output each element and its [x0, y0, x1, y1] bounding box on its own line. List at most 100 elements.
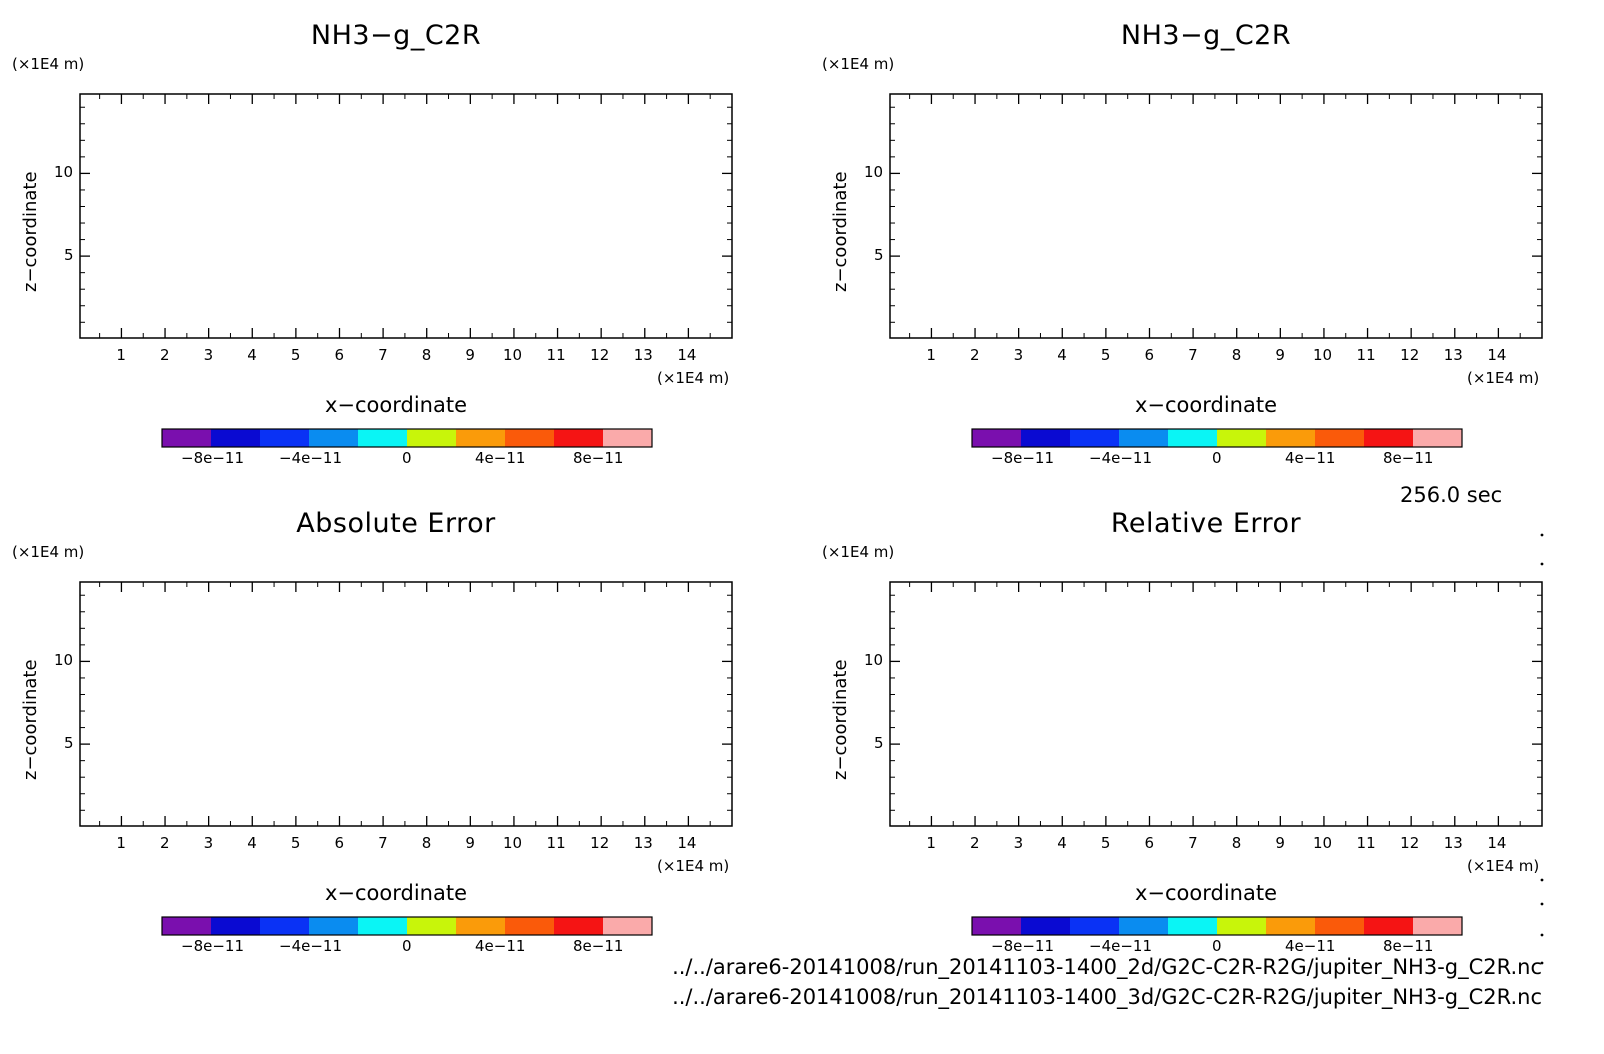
colorbar-segment: [309, 917, 359, 935]
colorbar-tick-label: 8e−11: [573, 937, 624, 955]
colorbar-tick-label: −4e−11: [279, 449, 342, 467]
colorbar-tick-label: 4e−11: [1285, 937, 1336, 955]
x-tick-label: 7: [378, 346, 388, 364]
x-tick-label: 11: [1356, 346, 1376, 364]
x-tick-label: 6: [1144, 346, 1155, 364]
x-unit-label: (×1E4 m): [1467, 369, 1540, 387]
x-tick-label: 14: [677, 346, 697, 364]
x-tick-label: 3: [203, 834, 214, 852]
panel-title: NH3−g_C2R: [310, 20, 482, 51]
x-axis-label: x−coordinate: [1134, 881, 1278, 905]
x-tick-label: 4: [247, 834, 257, 852]
y-unit-label: (×1E4 m): [822, 543, 895, 561]
colorbar-segment: [260, 429, 310, 447]
colorbar-tick-label: −8e−11: [181, 449, 244, 467]
x-tick-label: 8: [1231, 834, 1242, 852]
x-tick-label: 14: [677, 834, 697, 852]
marker-dot: [1540, 933, 1544, 937]
colorbar-segment: [309, 429, 359, 447]
marker-dot: [1540, 533, 1544, 537]
y-axis-label: z−coordinate: [20, 171, 41, 292]
x-tick-label: 1: [116, 834, 126, 852]
x-tick-label: 11: [546, 834, 566, 852]
x-tick-label: 7: [1188, 834, 1198, 852]
x-tick-label: 8: [421, 834, 432, 852]
x-tick-label: 4: [1057, 346, 1067, 364]
x-tick-label: 4: [247, 346, 257, 364]
x-tick-label: 9: [465, 346, 475, 364]
x-unit-label: (×1E4 m): [657, 369, 730, 387]
colorbar-segment: [162, 917, 212, 935]
colorbar-segment: [554, 917, 604, 935]
x-tick-label: 6: [1144, 834, 1155, 852]
colorbar-segment: [407, 917, 457, 935]
panel-title: NH3−g_C2R: [1120, 20, 1292, 51]
colorbar-segment: [603, 917, 653, 935]
colorbar-tick-label: 0: [402, 937, 412, 955]
x-tick-label: 10: [1312, 346, 1333, 364]
x-tick-label: 10: [1312, 834, 1333, 852]
x-tick-label: 10: [502, 346, 523, 364]
colorbar-segment: [260, 917, 310, 935]
x-tick-label: 6: [334, 834, 345, 852]
x-tick-label: 3: [203, 346, 214, 364]
plot-frame: [889, 581, 1543, 827]
colorbar-tick-label: 0: [1212, 449, 1222, 467]
y-tick-label: 5: [874, 246, 884, 265]
colorbar-segment: [407, 429, 457, 447]
x-tick-label: 8: [1231, 346, 1242, 364]
x-unit-label: (×1E4 m): [657, 857, 730, 875]
y-tick-label: 10: [54, 651, 74, 670]
x-tick-label: 14: [1487, 834, 1507, 852]
x-axis-label: x−coordinate: [1134, 393, 1278, 417]
colorbar-segment: [358, 917, 408, 935]
x-tick-label: 2: [160, 346, 170, 364]
x-tick-label: 5: [290, 346, 301, 364]
panel-top-left: [79, 93, 733, 448]
colorbar-segment: [554, 429, 604, 447]
y-tick-label: 10: [864, 163, 884, 182]
colorbar-segment: [1266, 917, 1316, 935]
colorbar-tick-label: 8e−11: [1383, 449, 1434, 467]
colorbar-segment: [1266, 429, 1316, 447]
x-tick-label: 13: [1443, 346, 1463, 364]
colorbar-segment: [1217, 917, 1267, 935]
colorbar-segment: [211, 917, 261, 935]
y-tick-label: 5: [64, 246, 74, 265]
panel-bottom-left: [79, 581, 733, 936]
x-tick-label: 5: [1100, 834, 1111, 852]
x-tick-label: 5: [290, 834, 301, 852]
colorbar-tick-label: −8e−11: [991, 449, 1054, 467]
colorbar-segment: [358, 429, 408, 447]
y-tick-label: 10: [864, 651, 884, 670]
colorbar-tick-label: 8e−11: [1383, 937, 1434, 955]
colorbar-frame: [161, 428, 653, 448]
x-tick-label: 7: [1188, 346, 1198, 364]
y-axis-label: z−coordinate: [20, 659, 41, 780]
x-tick-label: 5: [1100, 346, 1111, 364]
x-tick-label: 1: [116, 346, 126, 364]
colorbar-segment: [1315, 429, 1365, 447]
panel-top-right: [889, 93, 1543, 448]
panel-bottom-right: [889, 581, 1543, 936]
marker-dot: [1540, 961, 1544, 965]
x-tick-label: 12: [1400, 834, 1420, 852]
colorbar-segment: [603, 429, 653, 447]
colorbar-tick-label: 4e−11: [475, 937, 526, 955]
x-tick-label: 10: [502, 834, 523, 852]
colorbar-segment: [1217, 429, 1267, 447]
x-tick-label: 3: [1013, 346, 1024, 364]
colorbar-tick-label: 4e−11: [475, 449, 526, 467]
source-file-2d: ../../arare6-20141008/run_20141103-1400_…: [672, 955, 1542, 979]
x-axis-label: x−coordinate: [324, 393, 468, 417]
colorbar-segment: [1070, 917, 1120, 935]
colorbar-segment: [456, 917, 506, 935]
colorbar-segment: [1021, 917, 1071, 935]
colorbar-frame: [971, 916, 1463, 936]
colorbar-segment: [1413, 917, 1463, 935]
colorbar-tick-label: −8e−11: [181, 937, 244, 955]
colorbar-segment: [972, 917, 1022, 935]
marker-dot: [1540, 902, 1544, 906]
colorbar-frame: [971, 428, 1463, 448]
colorbar-segment: [505, 429, 555, 447]
